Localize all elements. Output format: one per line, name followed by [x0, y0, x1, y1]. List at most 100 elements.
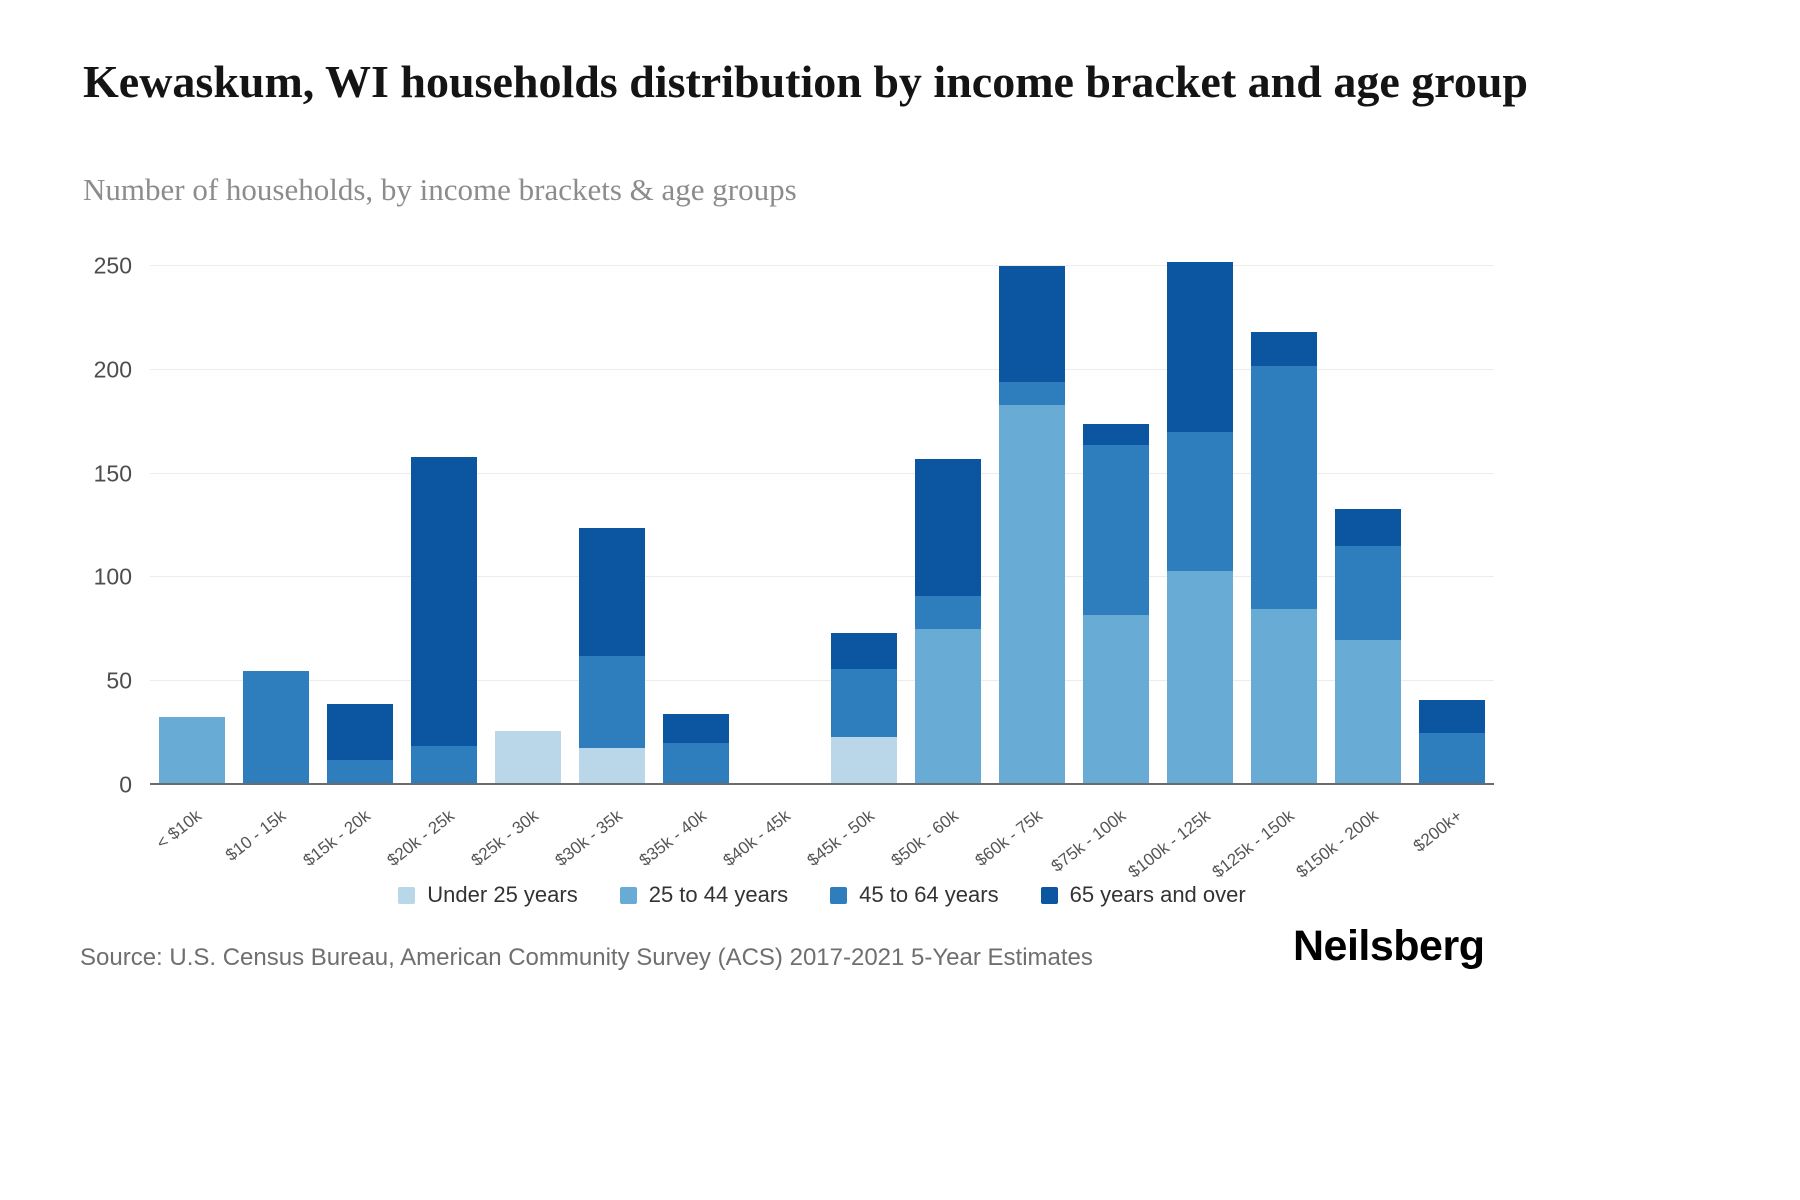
legend-swatch-icon	[619, 886, 637, 904]
bar-segment	[831, 737, 897, 785]
y-tick-label: 100	[93, 563, 132, 590]
x-tick-label: $45k - 50k	[803, 806, 878, 870]
x-tick-label: $40k - 45k	[719, 806, 794, 870]
x-tick-label: $15k - 20k	[299, 806, 374, 870]
legend-label: 25 to 44 years	[648, 882, 789, 907]
legend-item[interactable]: Under 25 years	[398, 882, 578, 908]
bar-slot	[654, 266, 738, 785]
bar-slot	[150, 266, 234, 785]
bar-segment	[1335, 508, 1401, 547]
gridline	[150, 576, 1494, 578]
bar-segment	[663, 743, 729, 785]
gridline	[150, 680, 1494, 682]
stacked-bar	[663, 266, 729, 785]
bar-slot	[570, 266, 654, 785]
y-tick-label: 150	[93, 460, 132, 487]
x-tick-label: $100k - 125k	[1124, 806, 1214, 882]
x-tick-label: $125k - 150k	[1208, 806, 1298, 882]
bar-slot	[738, 266, 822, 785]
bar-segment	[411, 745, 477, 785]
x-tick-label: < $10k	[153, 806, 206, 853]
x-tick-label: $150k - 200k	[1292, 806, 1382, 882]
bar-segment	[327, 704, 393, 761]
bar-segment	[159, 716, 225, 785]
bar-segment	[999, 266, 1065, 383]
x-axis: < $10k $10 - 15k $15k - 20k $20k - 25k $25k …	[150, 792, 1494, 892]
bar-slot	[402, 266, 486, 785]
bar-segment	[915, 596, 981, 630]
bar-segment	[1083, 423, 1149, 445]
bar-segment	[1419, 733, 1485, 785]
bar-segment	[579, 656, 645, 748]
chart-title: Kewaskum, WI households distribution by …	[83, 56, 1529, 107]
bar-segment	[1167, 432, 1233, 572]
stacked-bar	[915, 266, 981, 785]
bar-segment	[411, 457, 477, 746]
source-note: Source: U.S. Census Bureau, American Com…	[80, 944, 1093, 971]
stacked-bar	[411, 266, 477, 785]
bar-segment	[1335, 546, 1401, 640]
x-tick-label: $75k - 100k	[1047, 806, 1130, 876]
bar-segment	[579, 527, 645, 657]
stacked-bar	[1335, 266, 1401, 785]
plot-area: 0 50 100 150 200 250	[94, 253, 1494, 798]
legend-item[interactable]: 25 to 44 years	[619, 882, 789, 908]
y-tick-label: 250	[93, 252, 132, 279]
legend-label: Under 25 years	[427, 882, 578, 907]
bar-segment	[1167, 571, 1233, 785]
bar-slot	[1074, 266, 1158, 785]
legend-swatch-icon	[830, 886, 848, 904]
bar-slot	[486, 266, 570, 785]
legend-swatch-icon	[398, 886, 416, 904]
x-tick-label: $20k - 25k	[383, 806, 458, 870]
bar-slot	[822, 266, 906, 785]
bar-segment	[915, 459, 981, 597]
bar-slot	[318, 266, 402, 785]
stacked-bar	[747, 266, 813, 785]
x-tick-label: $60k - 75k	[971, 806, 1046, 870]
bar-segment	[1083, 614, 1149, 785]
bar-segment	[915, 629, 981, 785]
legend-label: 45 to 64 years	[859, 882, 999, 907]
legend-swatch-icon	[1040, 886, 1058, 904]
bar-slot	[906, 266, 990, 785]
gridline	[150, 472, 1494, 474]
bar-segment	[1251, 608, 1317, 785]
y-tick-label: 200	[93, 356, 132, 383]
bar-slot	[1410, 266, 1494, 785]
chart-subtitle: Number of households, by income brackets…	[83, 172, 797, 207]
legend-item[interactable]: 65 years and over	[1040, 882, 1246, 908]
bar-slot	[234, 266, 318, 785]
y-tick-label: 50	[106, 667, 132, 694]
x-tick-label: $30k - 35k	[551, 806, 626, 870]
gridline	[150, 368, 1494, 370]
x-axis-baseline	[150, 783, 1494, 785]
brand-logo: Neilsberg	[1293, 922, 1485, 970]
x-tick-label: $25k - 30k	[467, 806, 542, 870]
bar-segment	[831, 668, 897, 738]
stacked-bar	[495, 266, 561, 785]
x-tick-label: $10 - 15k	[221, 806, 290, 865]
bar-segment	[579, 747, 645, 785]
y-tick-label: 0	[119, 771, 132, 798]
bar-segment	[327, 760, 393, 785]
bar-segment	[1251, 332, 1317, 366]
bar-segment	[831, 633, 897, 669]
bar-segment	[1083, 444, 1149, 615]
legend: Under 25 years 25 to 44 years 45 to 64 yea…	[150, 882, 1494, 908]
stacked-bar	[999, 266, 1065, 785]
bar-segment	[1251, 365, 1317, 609]
bar-segment	[495, 731, 561, 785]
stacked-bar	[579, 266, 645, 785]
stacked-bar	[1167, 261, 1233, 785]
x-tick-label: $50k - 60k	[887, 806, 962, 870]
bar-segment	[1419, 699, 1485, 734]
legend-label: 65 years and over	[1069, 882, 1246, 907]
stacked-bar	[1419, 266, 1485, 785]
legend-item[interactable]: 45 to 64 years	[830, 882, 999, 908]
bar-segment	[1335, 639, 1401, 785]
stacked-bar	[159, 266, 225, 785]
bar-segment	[1167, 261, 1233, 433]
stacked-bar	[1083, 266, 1149, 785]
